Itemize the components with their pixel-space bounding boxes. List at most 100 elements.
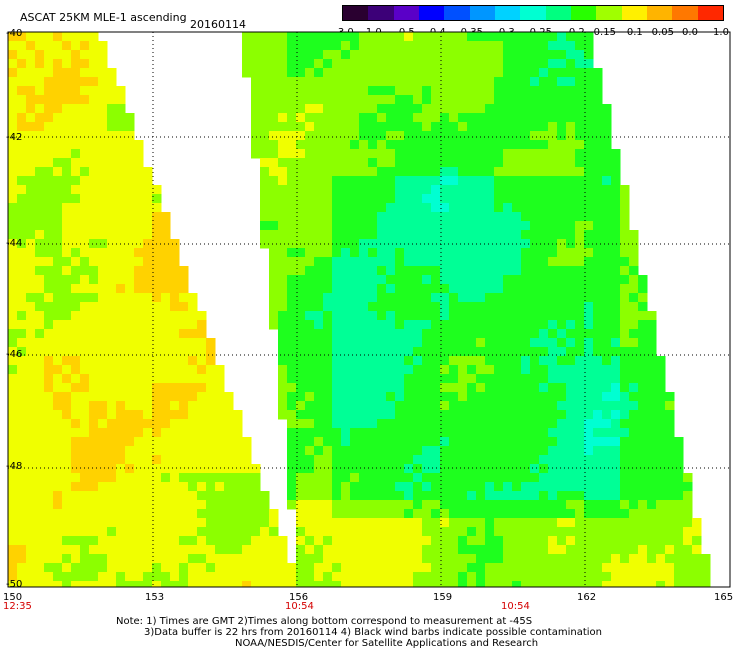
data-cell <box>593 77 603 87</box>
data-cell <box>431 518 441 528</box>
data-cell <box>395 536 405 546</box>
data-cell <box>287 113 297 123</box>
data-cell <box>161 437 171 447</box>
data-cell <box>530 50 540 60</box>
data-cell <box>539 86 549 96</box>
data-cell <box>215 383 225 393</box>
data-cell <box>341 347 351 357</box>
data-cell <box>395 383 405 393</box>
data-cell <box>305 131 315 141</box>
data-cell <box>71 41 81 51</box>
data-cell <box>476 230 486 240</box>
data-cell <box>71 518 81 528</box>
data-cell <box>449 347 459 357</box>
data-cell <box>350 509 360 519</box>
data-cell <box>620 320 630 330</box>
data-cell <box>368 581 378 588</box>
data-cell <box>305 59 315 69</box>
data-cell <box>197 518 207 528</box>
data-cell <box>341 230 351 240</box>
data-cell <box>224 545 234 555</box>
data-cell <box>602 275 612 285</box>
data-cell <box>143 401 153 411</box>
map-frame <box>7 31 731 588</box>
data-cell <box>296 41 306 51</box>
data-cell <box>107 158 117 168</box>
data-cell <box>377 239 387 249</box>
data-cell <box>557 392 567 402</box>
data-cell <box>278 176 288 186</box>
data-cell <box>458 473 468 483</box>
data-cell <box>359 356 369 366</box>
data-cell <box>431 32 441 42</box>
data-cell <box>476 572 486 582</box>
data-cell <box>629 491 639 501</box>
data-cell <box>449 59 459 69</box>
data-cell <box>584 122 594 132</box>
data-cell <box>269 302 279 312</box>
data-cell <box>431 140 441 150</box>
data-cell <box>287 50 297 60</box>
data-cell <box>26 266 36 276</box>
data-cell <box>548 194 558 204</box>
data-cell <box>521 41 531 51</box>
data-cell <box>98 545 108 555</box>
data-cell <box>566 275 576 285</box>
data-cell <box>521 536 531 546</box>
data-cell <box>233 500 243 510</box>
data-cell <box>359 527 369 537</box>
data-cell <box>98 266 108 276</box>
data-cell <box>566 455 576 465</box>
data-cell <box>449 185 459 195</box>
data-cell <box>584 248 594 258</box>
data-cell <box>296 86 306 96</box>
data-cell <box>242 473 252 483</box>
data-cell <box>80 266 90 276</box>
data-cell <box>89 212 99 222</box>
data-cell <box>395 392 405 402</box>
data-cell <box>125 257 135 267</box>
data-cell <box>98 473 108 483</box>
data-cell <box>674 473 684 483</box>
data-cell <box>449 563 459 573</box>
data-cell <box>368 185 378 195</box>
data-cell <box>332 104 342 114</box>
data-cell <box>62 86 72 96</box>
data-cell <box>152 329 162 339</box>
data-cell <box>89 473 99 483</box>
data-cell <box>602 239 612 249</box>
data-cell <box>512 536 522 546</box>
data-cell <box>638 545 648 555</box>
data-cell <box>458 104 468 114</box>
data-cell <box>539 113 549 123</box>
data-cell <box>89 266 99 276</box>
data-cell <box>359 581 369 588</box>
data-cell <box>71 203 81 213</box>
data-cell <box>89 320 99 330</box>
data-cell <box>548 122 558 132</box>
data-cell <box>413 194 423 204</box>
data-cell <box>530 473 540 483</box>
data-cell <box>188 365 198 375</box>
data-cell <box>26 338 36 348</box>
data-cell <box>458 554 468 564</box>
data-cell <box>638 338 648 348</box>
data-cell <box>314 158 324 168</box>
data-cell <box>53 464 63 474</box>
data-cell <box>134 545 144 555</box>
data-cell <box>305 572 315 582</box>
data-cell <box>386 50 396 60</box>
data-cell <box>584 194 594 204</box>
data-cell <box>557 410 567 420</box>
data-cell <box>566 77 576 87</box>
data-cell <box>530 455 540 465</box>
data-cell <box>269 104 279 114</box>
data-cell <box>296 338 306 348</box>
data-cell <box>341 455 351 465</box>
data-cell <box>494 392 504 402</box>
data-cell <box>107 401 117 411</box>
data-cell <box>521 122 531 132</box>
data-cell <box>44 383 54 393</box>
data-cell <box>116 554 126 564</box>
data-cell <box>161 338 171 348</box>
